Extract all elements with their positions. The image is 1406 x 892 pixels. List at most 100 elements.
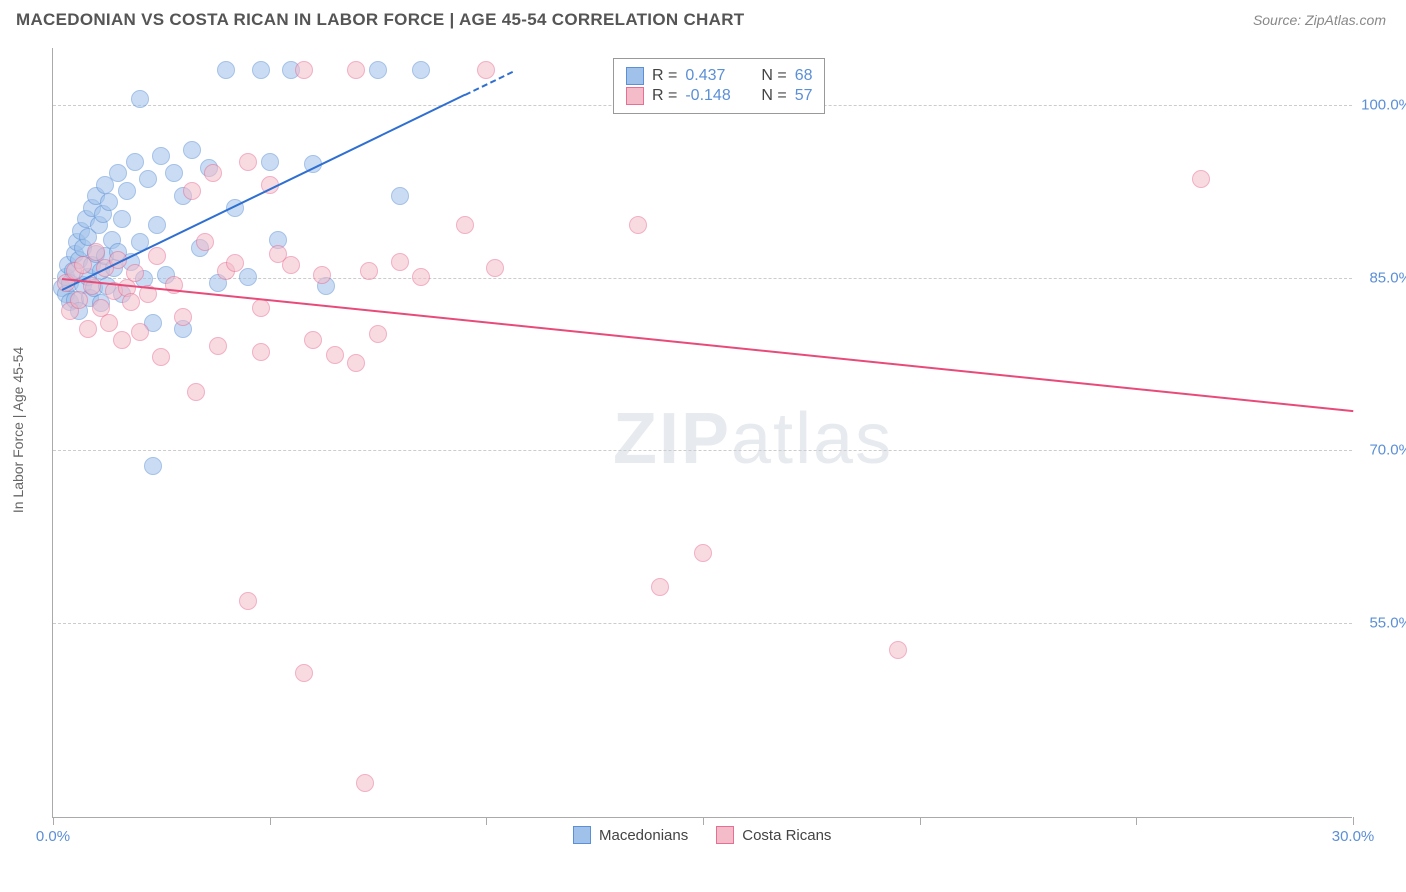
data-point — [261, 153, 279, 171]
data-point — [391, 187, 409, 205]
source-attribution: Source: ZipAtlas.com — [1253, 12, 1386, 28]
data-point — [126, 264, 144, 282]
data-point — [126, 153, 144, 171]
data-point — [100, 314, 118, 332]
x-tick — [920, 817, 921, 825]
data-point — [131, 323, 149, 341]
r-label: R = — [652, 67, 677, 85]
data-point — [217, 61, 235, 79]
data-point — [74, 256, 92, 274]
x-tick — [1136, 817, 1137, 825]
data-point — [144, 457, 162, 475]
scatter-chart: ZIPatlas 55.0%70.0%85.0%100.0%0.0%30.0% … — [52, 48, 1352, 818]
legend-label: Macedonians — [599, 827, 688, 844]
y-tick-label: 85.0% — [1357, 269, 1406, 286]
data-point — [183, 141, 201, 159]
data-point — [629, 216, 647, 234]
data-point — [148, 216, 166, 234]
data-point — [226, 254, 244, 272]
data-point — [204, 164, 222, 182]
gridline — [53, 450, 1352, 451]
series-legend: Macedonians Costa Ricans — [573, 826, 831, 844]
data-point — [304, 331, 322, 349]
data-point — [369, 325, 387, 343]
gridline — [53, 623, 1352, 624]
n-label: N = — [761, 87, 786, 105]
data-point — [412, 61, 430, 79]
data-point — [239, 592, 257, 610]
data-point — [486, 259, 504, 277]
data-point — [174, 308, 192, 326]
data-point — [347, 61, 365, 79]
n-value: 68 — [795, 67, 813, 85]
data-point — [79, 320, 97, 338]
data-point — [369, 61, 387, 79]
data-point — [209, 337, 227, 355]
chart-title: MACEDONIAN VS COSTA RICAN IN LABOR FORCE… — [16, 10, 744, 30]
y-axis-title: In Labor Force | Age 45-54 — [10, 347, 26, 513]
chart-header: MACEDONIAN VS COSTA RICAN IN LABOR FORCE… — [0, 0, 1406, 36]
data-point — [295, 664, 313, 682]
n-value: 57 — [795, 87, 813, 105]
data-point — [889, 641, 907, 659]
y-tick-label: 55.0% — [1357, 614, 1406, 631]
r-value: -0.148 — [685, 87, 745, 105]
data-point — [122, 293, 140, 311]
legend-swatch — [626, 87, 644, 105]
legend-swatch — [716, 826, 734, 844]
watermark: ZIPatlas — [613, 398, 893, 480]
data-point — [183, 182, 201, 200]
data-point — [152, 147, 170, 165]
data-point — [239, 268, 257, 286]
data-point — [113, 331, 131, 349]
x-tick — [486, 817, 487, 825]
data-point — [148, 247, 166, 265]
data-point — [694, 544, 712, 562]
data-point — [139, 170, 157, 188]
legend-item: Costa Ricans — [716, 826, 831, 844]
x-tick-label: 30.0% — [1332, 828, 1375, 845]
legend-row: R = -0.148 N = 57 — [626, 87, 812, 105]
x-tick — [53, 817, 54, 825]
data-point — [70, 291, 88, 309]
legend-label: Costa Ricans — [742, 827, 831, 844]
correlation-legend: R = 0.437 N = 68 R = -0.148 N = 57 — [613, 58, 825, 114]
data-point — [356, 774, 374, 792]
data-point — [282, 256, 300, 274]
x-tick — [703, 817, 704, 825]
data-point — [252, 61, 270, 79]
data-point — [131, 90, 149, 108]
data-point — [239, 153, 257, 171]
data-point — [187, 383, 205, 401]
data-point — [152, 348, 170, 366]
r-value: 0.437 — [685, 67, 745, 85]
data-point — [118, 182, 136, 200]
legend-item: Macedonians — [573, 826, 688, 844]
x-tick — [270, 817, 271, 825]
data-point — [165, 164, 183, 182]
data-point — [295, 61, 313, 79]
x-tick — [1353, 817, 1354, 825]
data-point — [113, 210, 131, 228]
data-point — [651, 578, 669, 596]
y-tick-label: 100.0% — [1357, 97, 1406, 114]
data-point — [456, 216, 474, 234]
data-point — [391, 253, 409, 271]
data-point — [100, 193, 118, 211]
data-point — [360, 262, 378, 280]
data-point — [1192, 170, 1210, 188]
data-point — [412, 268, 430, 286]
data-point — [196, 233, 214, 251]
data-point — [326, 346, 344, 364]
legend-swatch — [626, 67, 644, 85]
data-point — [347, 354, 365, 372]
x-tick-label: 0.0% — [36, 828, 70, 845]
data-point — [252, 343, 270, 361]
data-point — [313, 266, 331, 284]
n-label: N = — [761, 67, 786, 85]
r-label: R = — [652, 87, 677, 105]
data-point — [252, 299, 270, 317]
data-point — [109, 164, 127, 182]
y-tick-label: 70.0% — [1357, 442, 1406, 459]
data-point — [477, 61, 495, 79]
